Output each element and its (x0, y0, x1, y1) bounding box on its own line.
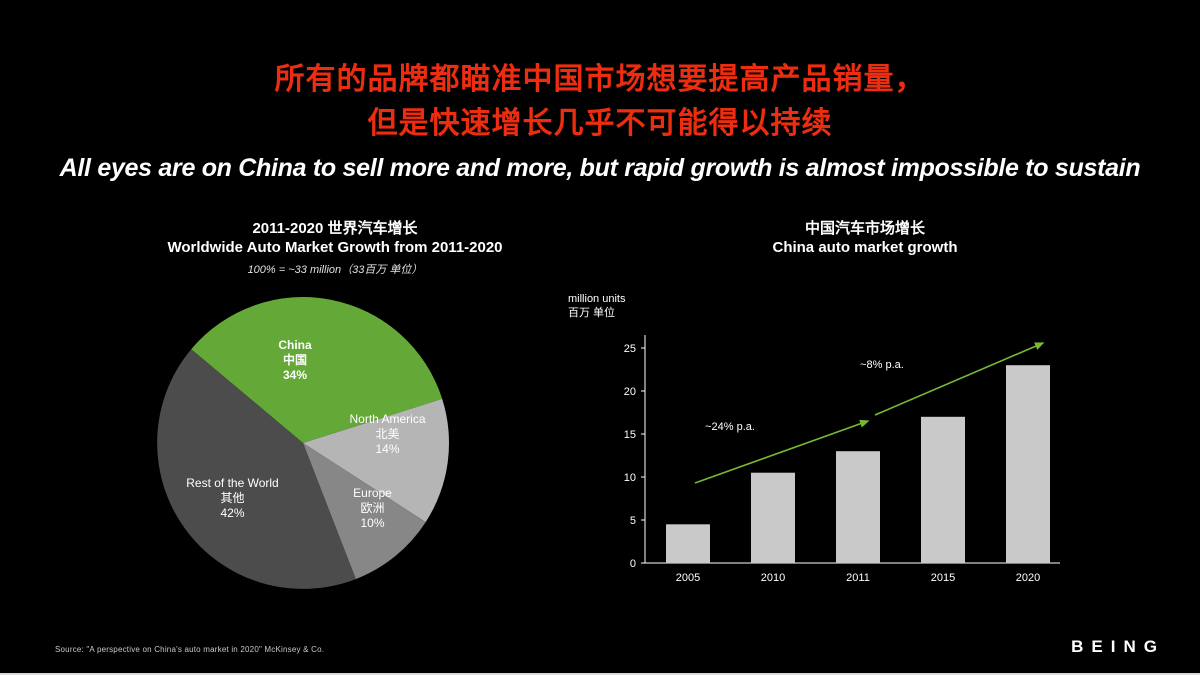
pie-label-china: China 中国 34% (240, 338, 350, 383)
pie-label-eu-zh: 欧洲 (360, 501, 385, 515)
bar-2011 (836, 451, 880, 563)
bar-2020 (1006, 365, 1050, 563)
x-tick-label: 2020 (1016, 572, 1040, 584)
title-line2: 但是快速增长几乎不可能得以持续 (367, 107, 833, 140)
pie-label-china-pct: 34% (282, 368, 308, 382)
y-tick-label: 20 (624, 386, 636, 398)
pie-chart-header: 2011-2020 世界汽车增长 Worldwide Auto Market G… (140, 219, 530, 277)
growth-arrow-2 (874, 342, 1045, 416)
being-logo: BEING (1071, 637, 1165, 656)
pie-label-eu-en: Europe (353, 486, 392, 500)
pie-label-row-en: Rest of the World (186, 476, 279, 490)
bar-title-zh: 中国汽车市场增长 (804, 220, 925, 237)
x-tick-label: 2015 (931, 572, 955, 584)
x-tick-label: 2005 (676, 572, 700, 584)
bar-2015 (921, 416, 965, 563)
bar-2005 (666, 524, 710, 563)
growth-arrow-1 (694, 419, 870, 484)
pie-label-north-america: North America 北美 14% (330, 412, 445, 457)
y-axis-label: million units 百万 单位 (568, 292, 625, 320)
x-tick-label: 2011 (846, 572, 870, 584)
pie-label-na-pct: 14% (375, 442, 400, 456)
title-line1: 所有的品牌都瞄准中国市场想要提高产品销量， (274, 63, 926, 96)
pie-slice-china (191, 297, 443, 443)
pie-slice-rest-of-the-world (157, 349, 356, 589)
pie-label-china-zh: 中国 (282, 353, 307, 367)
y-axis-label-zh: 百万 单位 (568, 307, 616, 319)
pie-svg (157, 297, 450, 589)
x-tick-label: 2010 (761, 572, 785, 584)
y-tick-label: 25 (624, 343, 636, 355)
y-tick-label: 15 (624, 429, 636, 441)
pie-title-zh: 2011-2020 世界汽车增长 (252, 220, 418, 237)
pie-label-eu-pct: 10% (360, 516, 385, 530)
pie-label-row-zh: 其他 (220, 491, 245, 505)
growth-annotation-2: ~8% p.a. (860, 359, 904, 371)
pie-label-na-zh: 北美 (375, 427, 400, 441)
pie-label-europe: Europe 欧洲 10% (320, 486, 425, 531)
pie-label-rest-of-world: Rest of the World 其他 42% (160, 476, 305, 521)
pie-label-row-pct: 42% (220, 506, 245, 520)
pie-subtitle: 100% = ~33 million（33百万 单位） (247, 264, 423, 276)
growth-annotation-1: ~24% p.a. (705, 421, 755, 433)
y-axis-label-en: million units (568, 293, 626, 305)
y-tick-label: 10 (624, 472, 636, 484)
bar-title-en: China auto market growth (772, 239, 958, 256)
pie-chart: China 中国 34% North America 北美 14% Europe… (150, 290, 456, 596)
source-citation: Source: "A perspective on China's auto m… (55, 645, 325, 654)
bar-chart-header: 中国汽车市场增长 China auto market growth (715, 219, 1015, 257)
bottom-divider (0, 673, 1200, 675)
subtitle-english: All eyes are on China to sell more and m… (59, 154, 1141, 182)
pie-label-china-en: China (278, 338, 312, 352)
y-tick-label: 5 (630, 515, 636, 527)
pie-slice-north-america (303, 398, 450, 523)
pie-slice-europe (303, 443, 426, 580)
pie-title-en: Worldwide Auto Market Growth from 2011-2… (167, 239, 503, 256)
bar-chart: 0 5 10 15 20 25 2005 2010 2011 2015 2020 ~24% p.a. ~… (624, 335, 1060, 584)
pie-label-na-en: North America (349, 412, 426, 426)
y-tick-label: 0 (630, 558, 636, 570)
bar-2010 (751, 472, 795, 563)
title-block: 所有的品牌都瞄准中国市场想要提高产品销量， 但是快速增长几乎不可能得以持续 Al… (0, 58, 1200, 183)
